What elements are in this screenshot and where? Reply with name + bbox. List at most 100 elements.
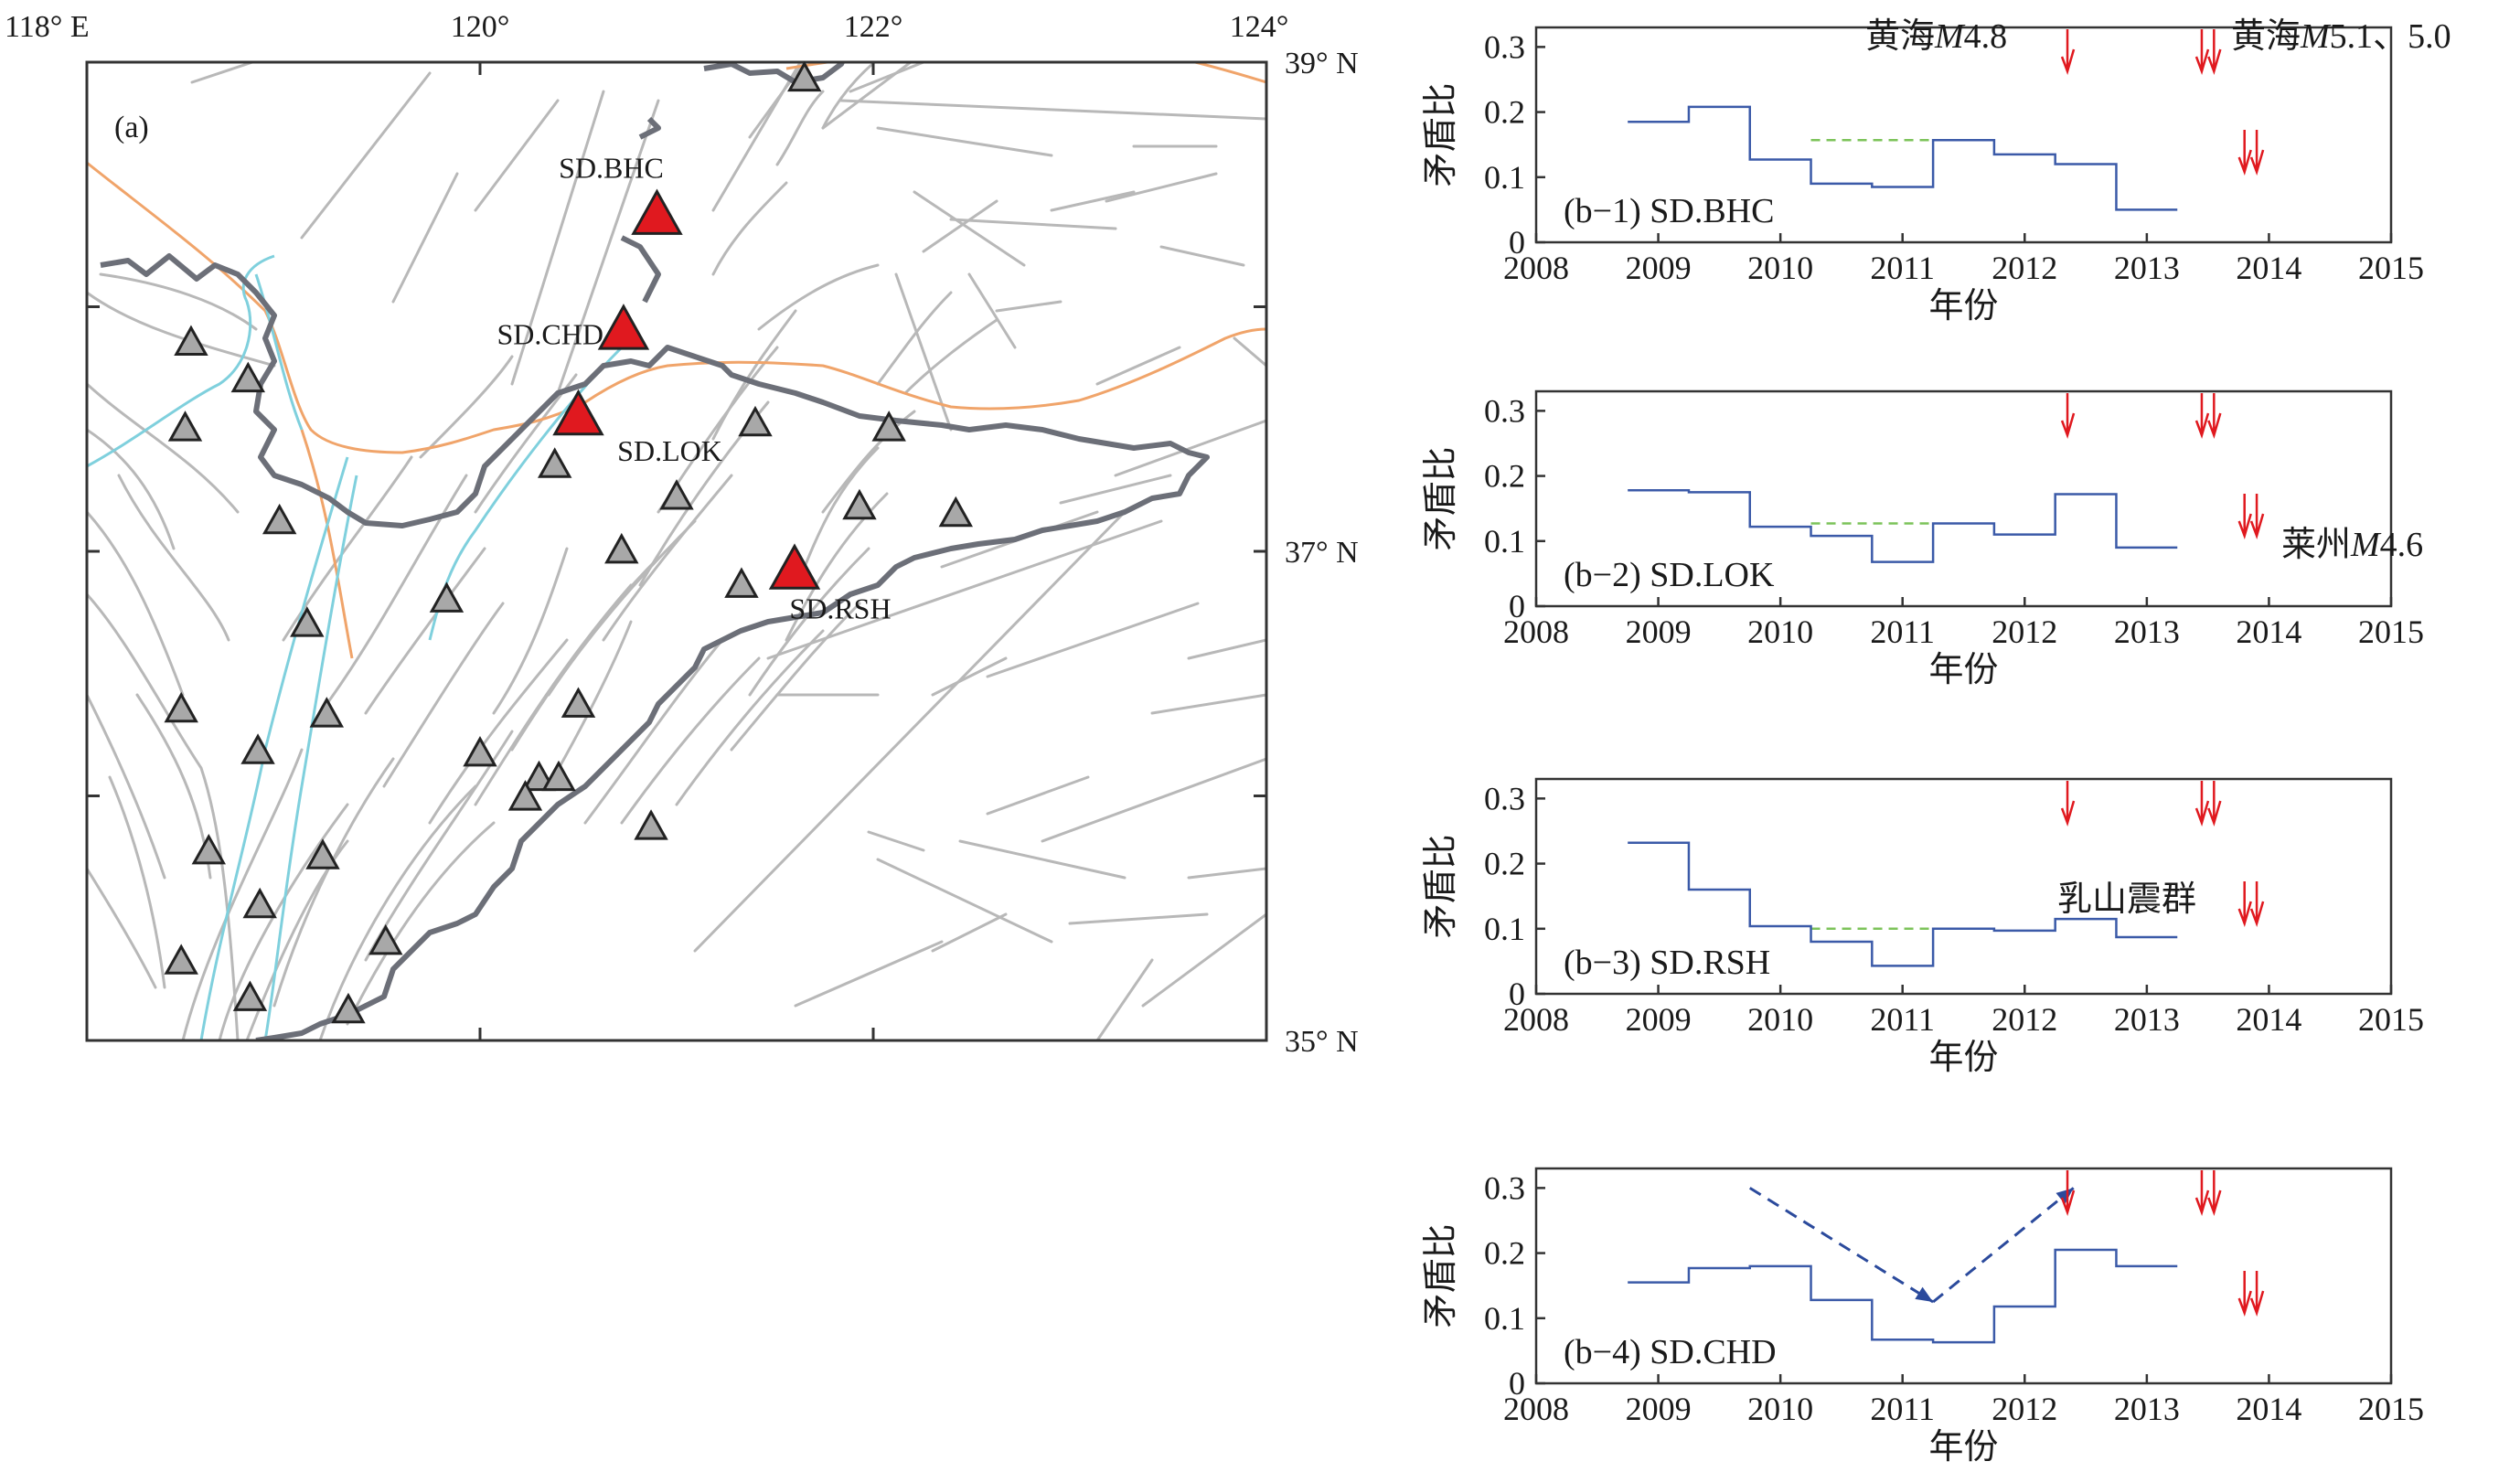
- earthquake-event-arrow: [2237, 881, 2252, 927]
- earthquake-event-arrow: [2249, 494, 2265, 539]
- y-tick-label: 0.1: [1484, 523, 1525, 560]
- panel-label: (b−4) SD.CHD: [1564, 1333, 1777, 1371]
- station-marker: [164, 691, 198, 723]
- x-tick-label: 2009: [1626, 1391, 1692, 1427]
- highlighted-station-marker: [552, 389, 604, 436]
- panel-label: (b−1) SD.BHC: [1564, 192, 1774, 230]
- x-tick-label: 2008: [1503, 250, 1569, 286]
- x-tick-label: 2011: [1870, 1001, 1935, 1038]
- map-panel-a: 118° E 120° 122° 124°39° N 37° N 35° N SD.BHC…: [5, 10, 1359, 1059]
- event-annotation: 黄海M4.8: [1865, 16, 2007, 56]
- x-tick-label: 2012: [1991, 1001, 2057, 1038]
- x-tick-label: 2012: [1991, 250, 2057, 286]
- x-tick-label: 2011: [1870, 613, 1935, 650]
- earthquake-event-arrow: [2237, 1271, 2252, 1317]
- x-tick-label: 2012: [1991, 613, 2057, 650]
- y-tick-label: 0: [1509, 1365, 1525, 1402]
- coastline: [100, 62, 1210, 1040]
- earthquake-event-arrow: [2237, 130, 2252, 176]
- plot-frame: [1534, 26, 2393, 244]
- x-axis-title: 年份: [1928, 1037, 1998, 1077]
- step-series-line: [1628, 1248, 2178, 1344]
- station-marker: [290, 606, 325, 637]
- earthquake-event-arrow: [2060, 1170, 2076, 1216]
- earthquake-event-arrow: [2249, 881, 2265, 927]
- station-marker: [507, 780, 543, 811]
- provincial-boundary: [87, 62, 1266, 659]
- station-marker: [305, 838, 340, 869]
- station-marker: [262, 503, 297, 535]
- station-marker: [634, 809, 668, 840]
- x-tick-label: 2013: [2114, 613, 2180, 650]
- event-annotation-magnitude-symbol: M: [1934, 17, 1966, 56]
- step-series-line: [1628, 841, 2178, 967]
- lon-tick-label: 118° E: [5, 10, 90, 44]
- y-tick-label: 0.2: [1484, 94, 1525, 131]
- x-tick-label: 2014: [2236, 1001, 2301, 1038]
- x-tick-label: 2008: [1503, 1391, 1569, 1427]
- chart-panel-4: 2008 2009 2010 2011 2012 2013 2014 2015 0 0.1 0.2 0…: [1420, 1167, 2424, 1467]
- station-label: SD.BHC: [559, 152, 664, 185]
- station-marker: [429, 581, 464, 613]
- y-axis-title: 矛盾比: [1420, 834, 1460, 938]
- station-marker: [368, 923, 403, 955]
- event-annotation-magnitude-symbol: M: [2350, 526, 2382, 564]
- x-tick-label: 2015: [2358, 1391, 2424, 1427]
- station-marker: [463, 735, 497, 767]
- station-marker: [561, 687, 596, 718]
- station-marker: [331, 992, 366, 1024]
- station-label: SD.LOK: [617, 434, 722, 467]
- time-series-panels: 2008 2009 2010 2011 2012 2013 2014 2015 0 0.1 0.2 0…: [1420, 16, 2451, 1467]
- y-tick-label: 0.1: [1484, 1300, 1525, 1337]
- x-tick-label: 2009: [1626, 250, 1692, 286]
- map-panel-label: (a): [114, 111, 149, 144]
- x-tick-label: 2015: [2358, 1001, 2424, 1038]
- y-tick-label: 0.1: [1484, 159, 1525, 196]
- x-tick-label: 2015: [2358, 250, 2424, 286]
- map-background: [87, 62, 1266, 1040]
- x-tick-label: 2014: [2236, 250, 2301, 286]
- regular-stations: [164, 60, 974, 1024]
- highlighted-station-marker: [768, 543, 821, 590]
- x-tick-label: 2014: [2236, 1391, 2301, 1427]
- x-tick-label: 2014: [2236, 613, 2301, 650]
- station-marker: [842, 488, 877, 520]
- highlighted-station-marker: [631, 188, 683, 235]
- event-annotation: 莱州M4.6: [2281, 524, 2423, 564]
- x-tick-label: 2010: [1747, 250, 1813, 286]
- map-ticks: 118° E 120° 122° 124°39° N 37° N 35° N: [5, 10, 1359, 1059]
- x-tick-label: 2012: [1991, 1391, 2057, 1427]
- plot-frame: [1534, 389, 2393, 608]
- lat-tick-label: 37° N: [1285, 536, 1359, 570]
- earthquake-event-arrow: [2207, 1170, 2222, 1216]
- y-axis-title: 矛盾比: [1420, 1223, 1460, 1328]
- x-tick-label: 2008: [1503, 613, 1569, 650]
- station-marker: [871, 411, 906, 442]
- event-annotation-place: 黄海: [1865, 16, 1935, 56]
- event-annotation-place: 黄海: [2231, 16, 2301, 56]
- y-tick-label: 0.1: [1484, 911, 1525, 947]
- highlighted-stations: SD.BHC SD.CHD SD.LOK SD.RSH: [497, 152, 891, 625]
- earthquake-event-arrow: [2249, 1271, 2265, 1317]
- event-annotation: 乳山震群: [2057, 879, 2196, 919]
- x-tick-label: 2013: [2114, 250, 2180, 286]
- earthquake-event-arrow: [2207, 781, 2222, 827]
- earthquake-event-arrow: [2194, 781, 2210, 827]
- y-axis-title: 矛盾比: [1420, 82, 1460, 187]
- station-marker: [537, 447, 572, 478]
- lat-tick-label: 39° N: [1285, 47, 1359, 80]
- step-series-line: [1628, 488, 2178, 563]
- trend-arrowhead: [2056, 1188, 2074, 1205]
- earthquake-event-arrow: [2060, 781, 2076, 827]
- station-label: SD.RSH: [789, 592, 891, 624]
- y-tick-label: 0: [1509, 976, 1525, 1012]
- x-tick-label: 2015: [2358, 613, 2424, 650]
- x-axis-title: 年份: [1928, 1426, 1998, 1467]
- earthquake-event-arrow: [2060, 393, 2076, 439]
- x-tick-label: 2011: [1870, 1391, 1935, 1427]
- event-annotation-place: 莱州: [2281, 524, 2351, 564]
- station-marker: [938, 496, 974, 528]
- chart-panel-3: 2008 2009 2010 2011 2012 2013 2014 2015 0 0.1 0.2 0…: [1420, 777, 2424, 1077]
- station-marker: [191, 833, 227, 865]
